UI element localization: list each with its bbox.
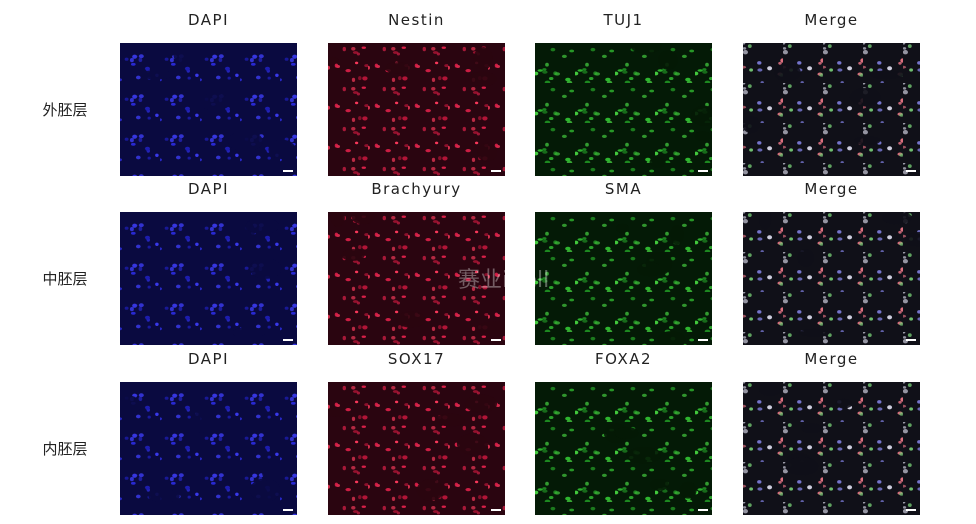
panel-title: FOXA2 <box>594 350 653 368</box>
micrograph <box>120 43 297 176</box>
panel-title: SOX17 <box>387 350 446 368</box>
panel-title: Merge <box>804 180 859 198</box>
micrograph <box>120 382 297 515</box>
micrograph <box>743 212 920 345</box>
row-label: 外胚层 <box>42 101 88 119</box>
micrograph <box>328 43 505 176</box>
panel-title: Nestin <box>388 11 445 29</box>
micrograph <box>535 212 712 345</box>
micrograph <box>743 382 920 515</box>
watermark: 赛业iCell <box>458 268 550 293</box>
micrograph <box>328 212 505 345</box>
micrograph <box>743 43 920 176</box>
micrograph <box>535 382 712 515</box>
panel-title: DAPI <box>187 11 230 29</box>
panel-title: SMA <box>604 180 643 198</box>
panel-title: DAPI <box>187 350 230 368</box>
row-label: 内胚层 <box>42 440 88 458</box>
panel-title: Merge <box>804 11 859 29</box>
micrograph <box>120 212 297 345</box>
panel-title: DAPI <box>187 180 230 198</box>
panel-title: Merge <box>804 350 859 368</box>
row-label: 中胚层 <box>42 270 88 288</box>
micrograph <box>535 43 712 176</box>
panel-title: Brachyury <box>371 180 462 198</box>
micrograph <box>328 382 505 515</box>
panel-title: TUJ1 <box>603 11 644 29</box>
